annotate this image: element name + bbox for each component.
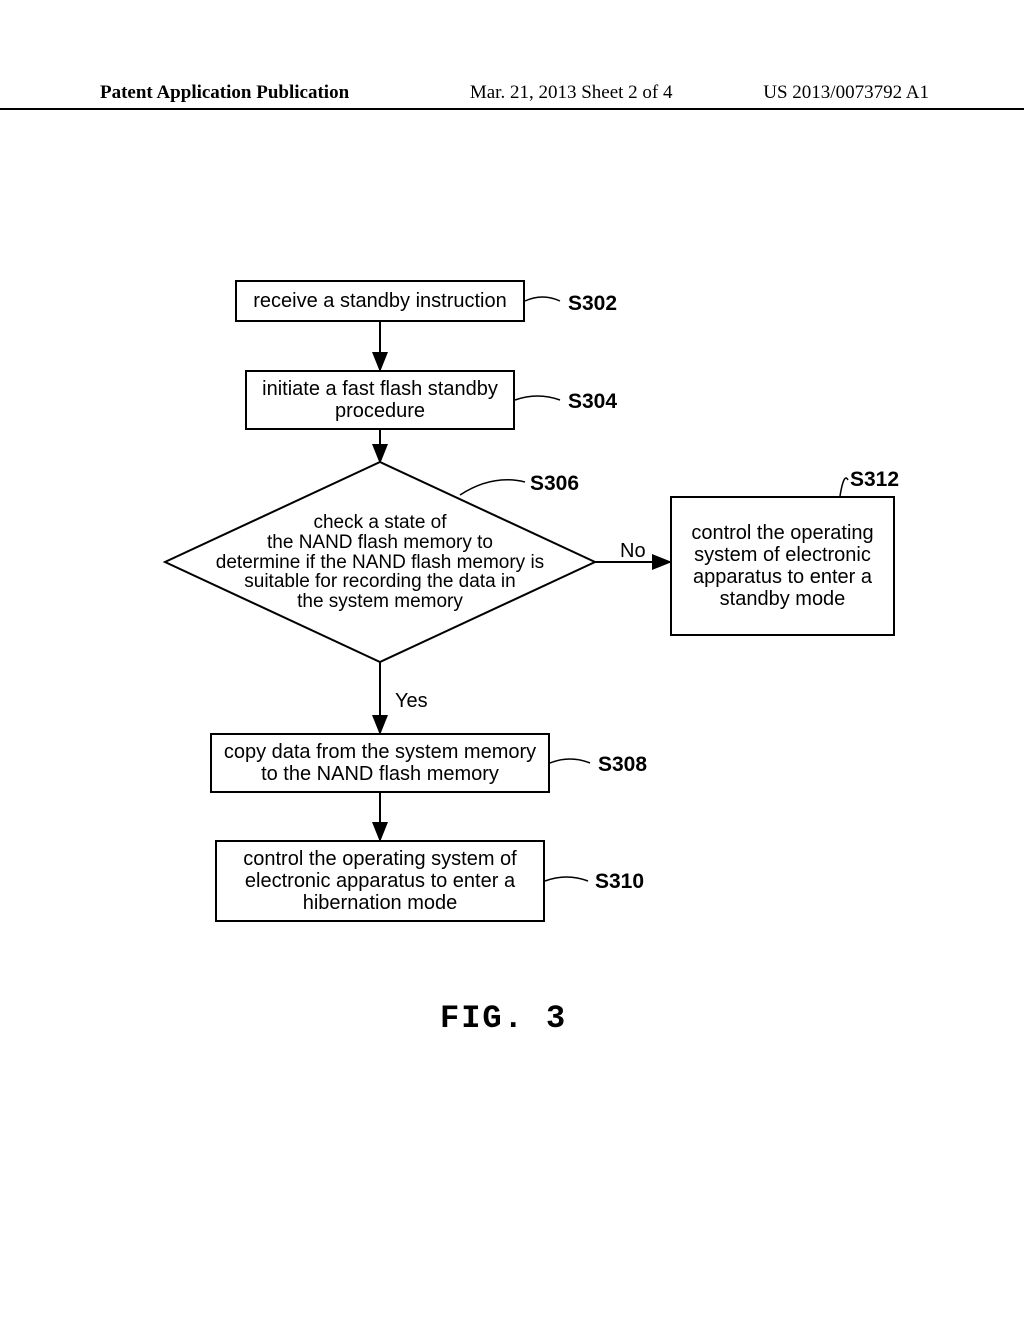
edge-label-yes: Yes [395,690,428,713]
label-s312: S312 [850,468,899,492]
step-s304-text: initiate a fast flash standby procedure [257,378,503,422]
connector-layer [0,0,1024,1320]
step-s302-text: receive a standby instruction [253,290,506,312]
label-s308: S308 [598,753,647,777]
step-s312-text: control the operating system of electron… [682,522,883,610]
edge-label-no: No [620,540,646,563]
label-s306: S306 [530,472,579,496]
flowchart-canvas: receive a standby instruction S302 initi… [0,0,1024,1320]
step-s308: copy data from the system memory to the … [210,733,550,793]
label-s304: S304 [568,390,617,414]
step-s310-text: control the operating system of electron… [227,848,533,914]
label-s302: S302 [568,292,617,316]
figure-label: FIG. 3 [440,1000,567,1037]
step-s308-text: copy data from the system memory to the … [222,741,538,785]
step-s312: control the operating system of electron… [670,496,895,636]
step-s302: receive a standby instruction [235,280,525,322]
step-s304: initiate a fast flash standby procedure [245,370,515,430]
step-s310: control the operating system of electron… [215,840,545,922]
label-s310: S310 [595,870,644,894]
decision-s306-text: check a state of the NAND flash memory t… [190,500,570,625]
